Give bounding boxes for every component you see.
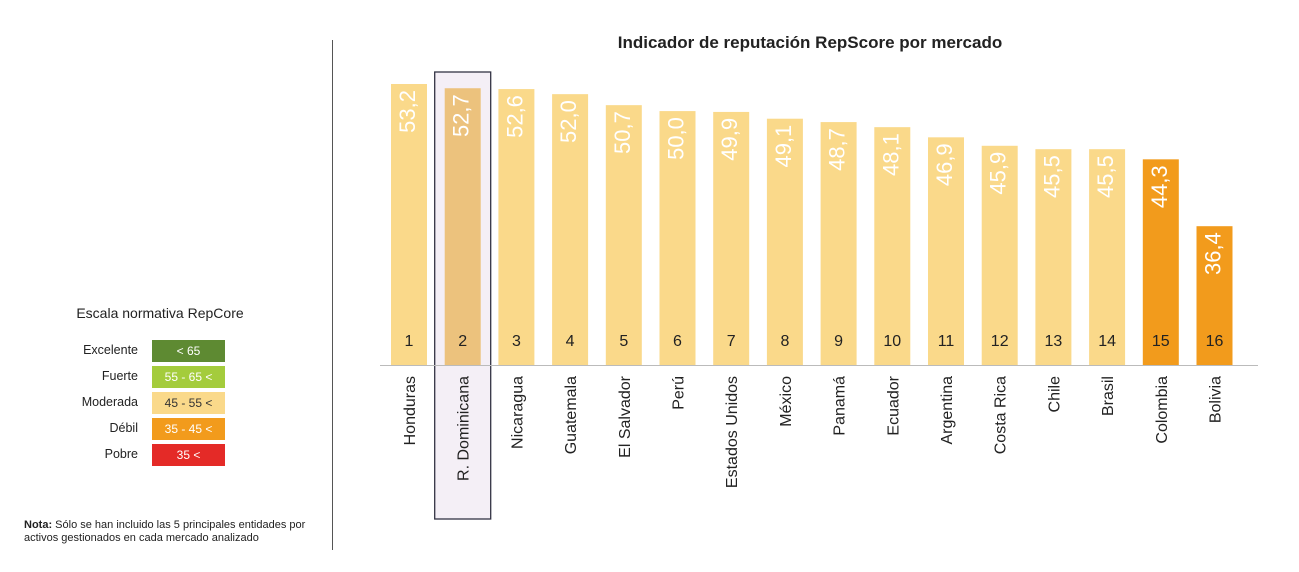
legend-label: Débil [109, 421, 139, 435]
rank-label: 6 [673, 333, 682, 350]
rank-label: 2 [458, 333, 467, 350]
rank-label: 16 [1206, 333, 1224, 350]
category-label: El Salvador [617, 375, 634, 457]
legend-label: Fuerte [101, 369, 138, 383]
bar [1035, 149, 1072, 365]
rank-label: 4 [566, 333, 575, 350]
category-label: Honduras [402, 376, 419, 445]
bar [391, 84, 427, 365]
category-label: Ecuador [885, 375, 902, 435]
category-label: Panamá [832, 376, 849, 436]
rank-label: 14 [1098, 333, 1116, 350]
category-label: R. Dominicana [456, 376, 473, 481]
bar [981, 145, 1018, 365]
rank-label: 8 [780, 333, 789, 350]
footnote: Nota: Sólo se han incluido las 5 princip… [24, 519, 324, 545]
bar [659, 111, 696, 365]
footnote-label: Nota: [24, 519, 53, 531]
rank-label: 15 [1152, 333, 1170, 350]
value-label: 48,7 [825, 128, 850, 171]
value-label: 45,5 [1093, 155, 1118, 198]
value-label: 50,0 [664, 117, 689, 160]
bar [928, 137, 964, 365]
rank-label: 5 [619, 333, 628, 350]
legend-label: Excelente [83, 343, 138, 357]
bar [1142, 159, 1179, 365]
value-label: 52,6 [502, 95, 527, 138]
category-label: Bolivia [1208, 376, 1225, 423]
category-label: Perú [671, 376, 688, 410]
bar [605, 105, 642, 365]
value-label: 45,5 [1039, 155, 1064, 198]
rank-label: 12 [991, 333, 1009, 350]
divider [332, 40, 333, 550]
legend-label: Pobre [104, 447, 138, 461]
bar [444, 88, 481, 365]
value-label: 53,2 [395, 90, 420, 133]
legend-swatch: 55 - 65 < [152, 366, 225, 388]
legend-swatch: 35 < [152, 444, 225, 466]
rank-label: 1 [405, 333, 414, 350]
category-label: México [778, 376, 795, 427]
category-label: Brasil [1100, 376, 1117, 416]
value-label: 46,9 [932, 143, 957, 186]
value-label: 44,3 [1147, 165, 1172, 208]
value-label: 52,0 [556, 100, 581, 143]
category-label: Colombia [1154, 376, 1171, 444]
bar [552, 94, 589, 366]
bar [1089, 149, 1126, 365]
category-label: Chile [1046, 376, 1063, 413]
value-label: 52,7 [449, 94, 474, 137]
rank-label: 7 [727, 333, 736, 350]
value-label: 50,7 [610, 111, 635, 154]
legend-panel: Escala normativa RepCore Excelente < 65 … [0, 0, 330, 572]
value-label: 45,9 [986, 152, 1011, 195]
rank-label: 11 [938, 333, 955, 350]
value-label: 36,4 [1201, 232, 1226, 275]
category-label: Nicaragua [509, 376, 526, 449]
legend-title: Escala normativa RepCore [76, 305, 244, 321]
legend-row-debil: Débil 35 - 45 < [40, 418, 280, 440]
legend-row-excelente: Excelente < 65 [40, 340, 280, 362]
value-label: 49,1 [771, 125, 796, 168]
legend-swatch: 35 - 45 < [152, 418, 225, 440]
value-label: 49,9 [717, 118, 742, 161]
rank-label: 13 [1045, 333, 1063, 350]
bar [820, 122, 857, 366]
rank-label: 10 [883, 333, 901, 350]
category-label: Argentina [939, 376, 956, 445]
value-label: 48,1 [878, 133, 903, 176]
bar [1196, 226, 1233, 365]
category-label: Estados Unidos [724, 376, 741, 488]
bar [498, 89, 535, 366]
chart-title: Indicador de reputación RepScore por mer… [617, 33, 1003, 52]
bar [713, 111, 750, 365]
legend-row-fuerte: Fuerte 55 - 65 < [40, 366, 280, 388]
legend-row-pobre: Pobre 35 < [40, 444, 280, 466]
rank-label: 3 [512, 333, 521, 350]
legend-label: Moderada [81, 395, 138, 409]
bar [874, 127, 911, 365]
legend-row-moderada: Moderada 45 - 55 < [40, 392, 280, 414]
legend-swatch: 45 - 55 < [152, 392, 225, 414]
footnote-text: Sólo se han incluido las 5 principales e… [24, 519, 306, 544]
bar [766, 118, 803, 365]
category-label: Costa Rica [993, 376, 1010, 454]
rank-label: 9 [834, 333, 843, 350]
legend-swatch: < 65 [152, 340, 225, 362]
category-label: Guatemala [563, 376, 580, 454]
